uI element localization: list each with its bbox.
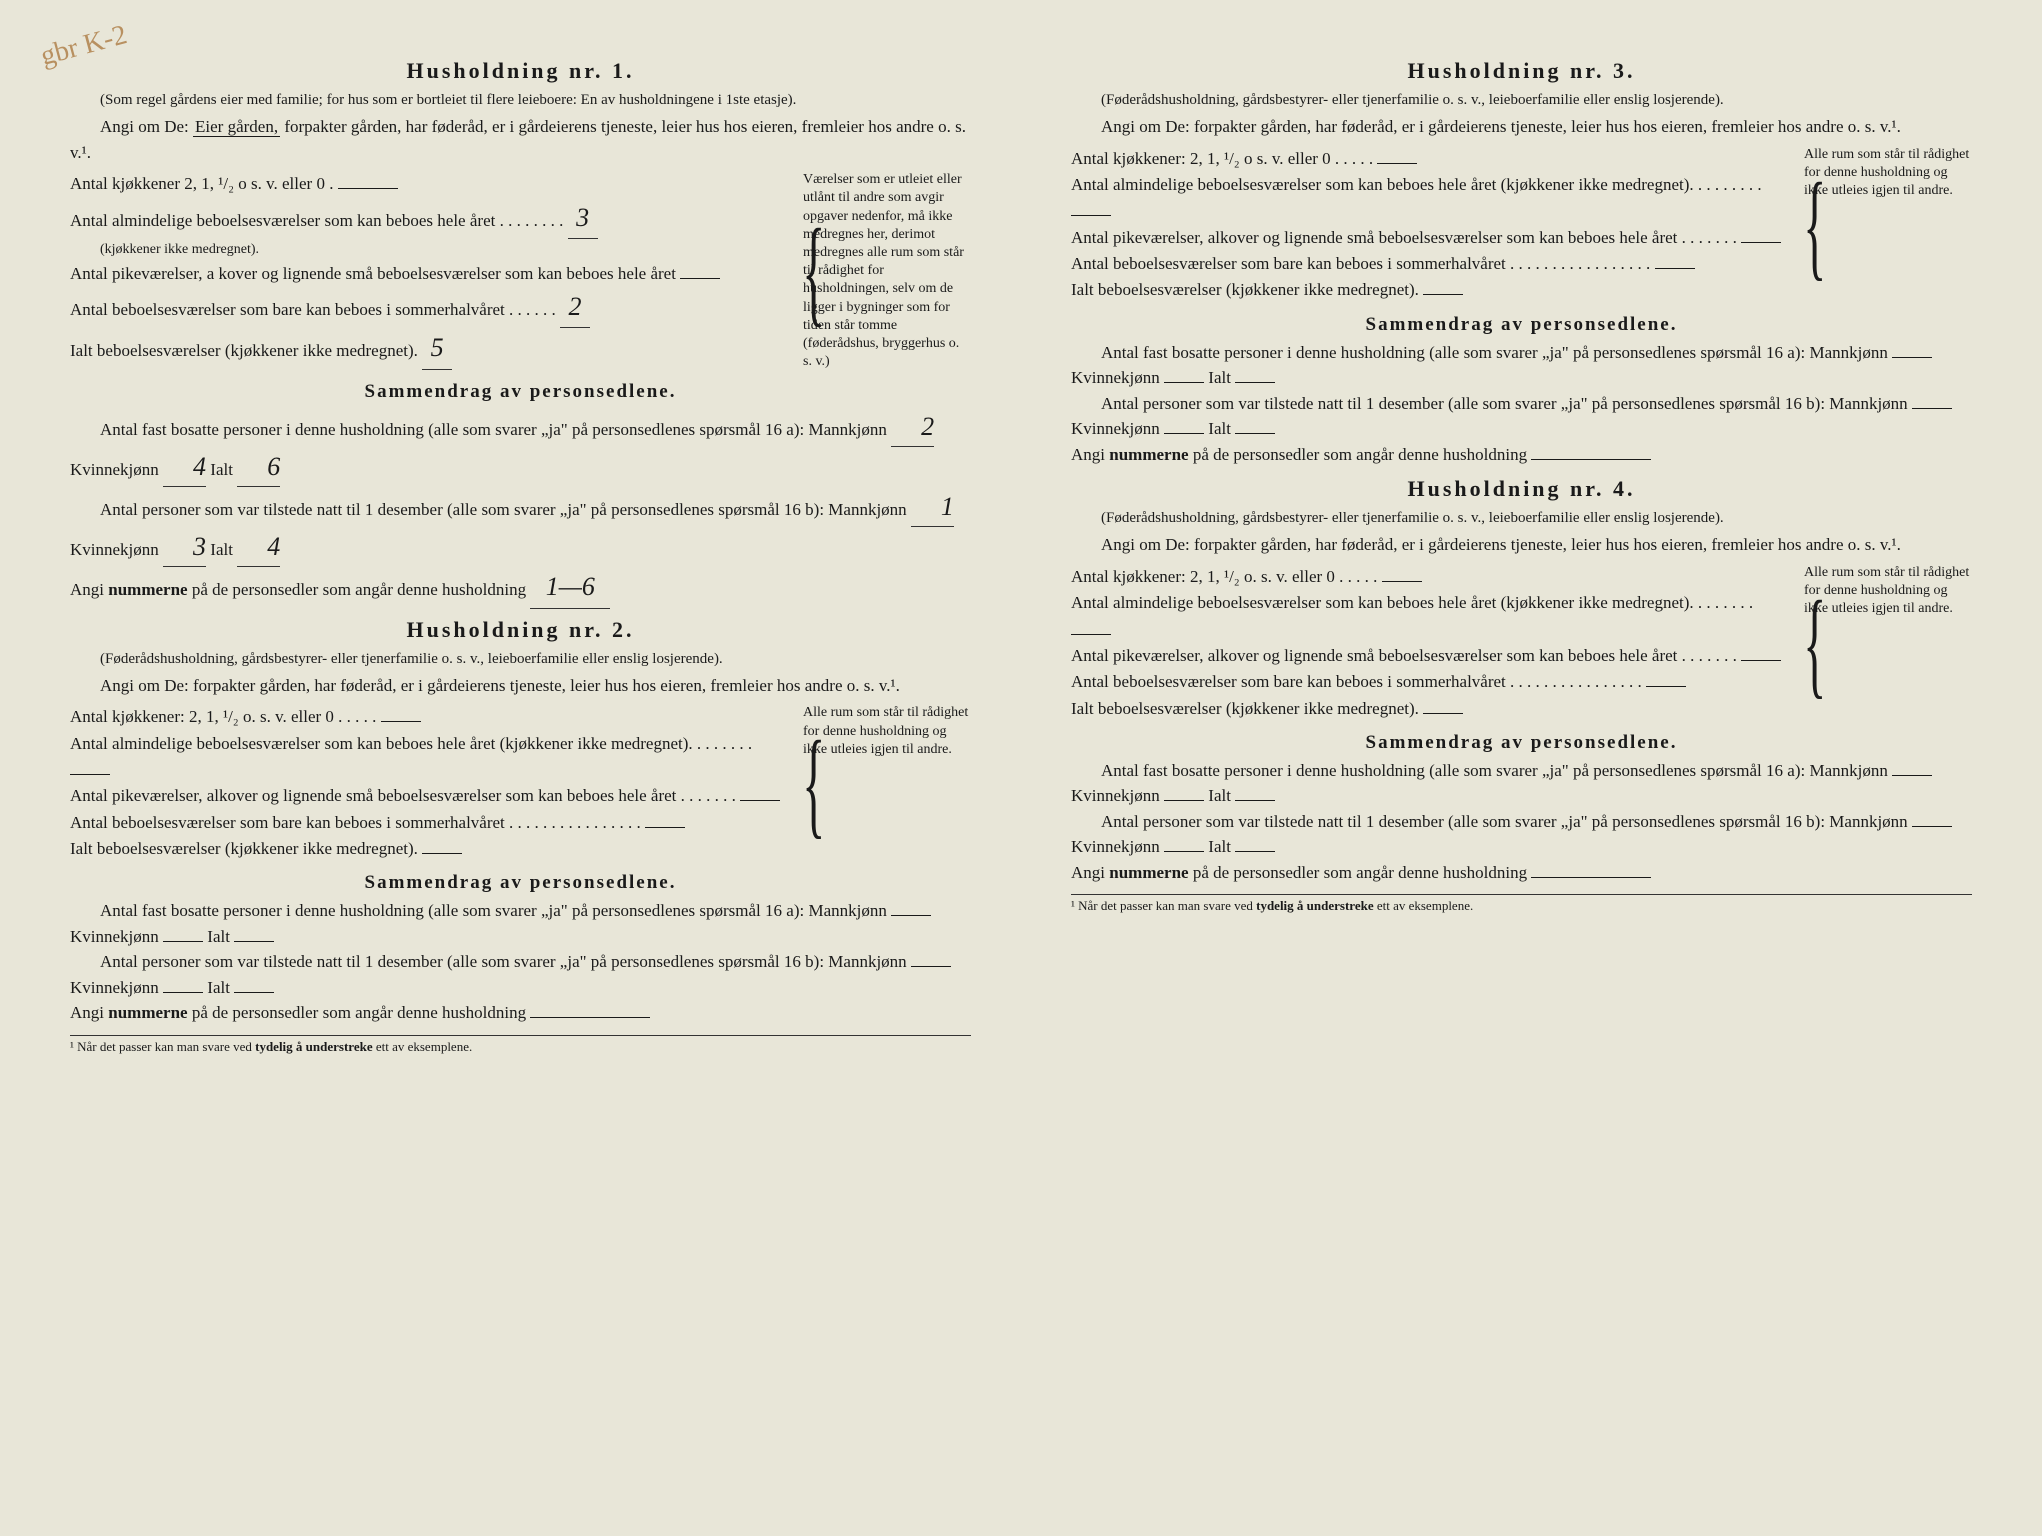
h1-s2: Antal personer som var tilstede natt til… xyxy=(70,487,971,567)
h1-f5: Ialt beboelsesværelser (kjøkkener ikke m… xyxy=(70,328,781,369)
h4-f1: Antal kjøkkener: 2, 1, ¹/₂ o. s. v. elle… xyxy=(1071,564,1782,590)
h2-f4: Antal beboelsesværelser som bare kan beb… xyxy=(70,810,781,836)
h4-title: Husholdning nr. 4. xyxy=(1071,476,1972,502)
h1-f5-value: 5 xyxy=(422,328,452,369)
h2-s1: Antal fast bosatte personer i denne hush… xyxy=(70,898,971,949)
h4-s2: Antal personer som var tilstede natt til… xyxy=(1071,809,1972,860)
h2-angi: Angi om De: forpakter gården, har føderå… xyxy=(70,673,971,699)
h4-angi: Angi om De: forpakter gården, har føderå… xyxy=(1071,532,1972,558)
h1-s1-m: 2 xyxy=(891,407,934,447)
right-footnote: ¹ Når det passer kan man svare ved tydel… xyxy=(1071,894,1972,914)
h3-s2: Antal personer som var tilstede natt til… xyxy=(1071,391,1972,442)
h3-f3: Antal pikeværelser, alkover og lignende … xyxy=(1071,225,1782,251)
h1-fields: Antal kjøkkener 2, 1, ¹/₂ o s. v. eller … xyxy=(70,171,781,371)
h3-sidenote: Alle rum som står til rådighet for denne… xyxy=(1792,146,1972,304)
h4-s3: Angi nummerne på de personsedler som ang… xyxy=(1071,860,1972,886)
h1-s2-i: 4 xyxy=(237,527,280,567)
h1-f4-value: 2 xyxy=(560,287,590,328)
h1-sidenote: Værelser som er utleiet eller utlånt til… xyxy=(791,171,971,371)
h2-summary-title: Sammendrag av personsedlene. xyxy=(70,872,971,894)
h3-summary-title: Sammendrag av personsedlene. xyxy=(1071,314,1972,336)
h1-s3-value: 1—6 xyxy=(530,567,610,608)
h1-title: Husholdning nr. 1. xyxy=(70,58,971,84)
brace-icon xyxy=(1786,146,1844,304)
h1-s1-k: 4 xyxy=(163,447,206,487)
h2-f3: Antal pikeværelser, alkover og lignende … xyxy=(70,783,781,809)
h1-angi-underlined: Eier gården, xyxy=(193,117,280,137)
h1-f1: Antal kjøkkener 2, 1, ¹/₂ o s. v. eller … xyxy=(70,171,781,197)
h1-note: (Som regel gårdens eier med familie; for… xyxy=(70,90,971,110)
h2-f1: Antal kjøkkener: 2, 1, ¹/₂ o. s. v. elle… xyxy=(70,704,781,730)
brace-icon xyxy=(1786,564,1844,722)
h2-f2: Antal almindelige beboelsesværelser som … xyxy=(70,731,781,784)
h4-note: (Føderådshusholdning, gårdsbestyrer- ell… xyxy=(1071,508,1972,528)
h1-f2: Antal almindelige beboelsesværelser som … xyxy=(70,198,781,239)
h2-sidenote: Alle rum som står til rådighet for denne… xyxy=(791,704,971,862)
h3-f5: Ialt beboelsesværelser (kjøkkener ikke m… xyxy=(1071,277,1782,303)
h2-s3: Angi nummerne på de personsedler som ang… xyxy=(70,1000,971,1026)
h1-s2-m: 1 xyxy=(911,487,954,527)
h1-f4: Antal beboelsesværelser som bare kan beb… xyxy=(70,287,781,328)
h2-note: (Føderådshusholdning, gårdsbestyrer- ell… xyxy=(70,649,971,669)
h1-f3: Antal pikeværelser, a kover og lignende … xyxy=(70,261,781,287)
h2-fields: Antal kjøkkener: 2, 1, ¹/₂ o. s. v. elle… xyxy=(70,704,781,862)
h4-f2: Antal almindelige beboelsesværelser som … xyxy=(1071,590,1782,643)
h2-s2: Antal personer som var tilstede natt til… xyxy=(70,949,971,1000)
h3-s1: Antal fast bosatte personer i denne hush… xyxy=(1071,340,1972,391)
right-page: Husholdning nr. 3. (Føderådshusholdning,… xyxy=(1051,40,1992,1496)
h1-f2-value: 3 xyxy=(568,198,598,239)
h1-f2-sub: (kjøkkener ikke medregnet). xyxy=(70,239,781,261)
h3-note: (Føderådshusholdning, gårdsbestyrer- ell… xyxy=(1071,90,1972,110)
h1-s3: Angi nummerne på de personsedler som ang… xyxy=(70,567,971,608)
h2-title: Husholdning nr. 2. xyxy=(70,617,971,643)
h3-f4: Antal beboelsesværelser som bare kan beb… xyxy=(1071,251,1782,277)
h1-s1-i: 6 xyxy=(237,447,280,487)
h3-f2: Antal almindelige beboelsesværelser som … xyxy=(1071,172,1782,225)
brace-icon xyxy=(785,171,843,371)
h3-fields: Antal kjøkkener: 2, 1, ¹/₂ o s. v. eller… xyxy=(1071,146,1782,304)
h4-f5: Ialt beboelsesværelser (kjøkkener ikke m… xyxy=(1071,696,1782,722)
h3-angi: Angi om De: forpakter gården, har føderå… xyxy=(1071,114,1972,140)
h4-f4: Antal beboelsesværelser som bare kan beb… xyxy=(1071,669,1782,695)
h4-s1: Antal fast bosatte personer i denne hush… xyxy=(1071,758,1972,809)
h3-title: Husholdning nr. 3. xyxy=(1071,58,1972,84)
h1-angi: Angi om De: Eier gården, forpakter gårde… xyxy=(70,114,971,165)
left-footnote: ¹ Når det passer kan man svare ved tydel… xyxy=(70,1035,971,1055)
h1-s2-k: 3 xyxy=(163,527,206,567)
left-page: Husholdning nr. 1. (Som regel gårdens ei… xyxy=(50,40,991,1496)
h1-s1: Antal fast bosatte personer i denne hush… xyxy=(70,407,971,487)
h3-s3: Angi nummerne på de personsedler som ang… xyxy=(1071,442,1972,468)
h4-fields: Antal kjøkkener: 2, 1, ¹/₂ o. s. v. elle… xyxy=(1071,564,1782,722)
h2-f5: Ialt beboelsesværelser (kjøkkener ikke m… xyxy=(70,836,781,862)
brace-icon xyxy=(785,704,843,862)
h3-f1: Antal kjøkkener: 2, 1, ¹/₂ o s. v. eller… xyxy=(1071,146,1782,172)
h4-summary-title: Sammendrag av personsedlene. xyxy=(1071,732,1972,754)
h1-angi-pre: Angi om De: xyxy=(100,117,193,136)
h1-summary-title: Sammendrag av personsedlene. xyxy=(70,381,971,403)
h4-f3: Antal pikeværelser, alkover og lignende … xyxy=(1071,643,1782,669)
h4-sidenote: Alle rum som står til rådighet for denne… xyxy=(1792,564,1972,722)
